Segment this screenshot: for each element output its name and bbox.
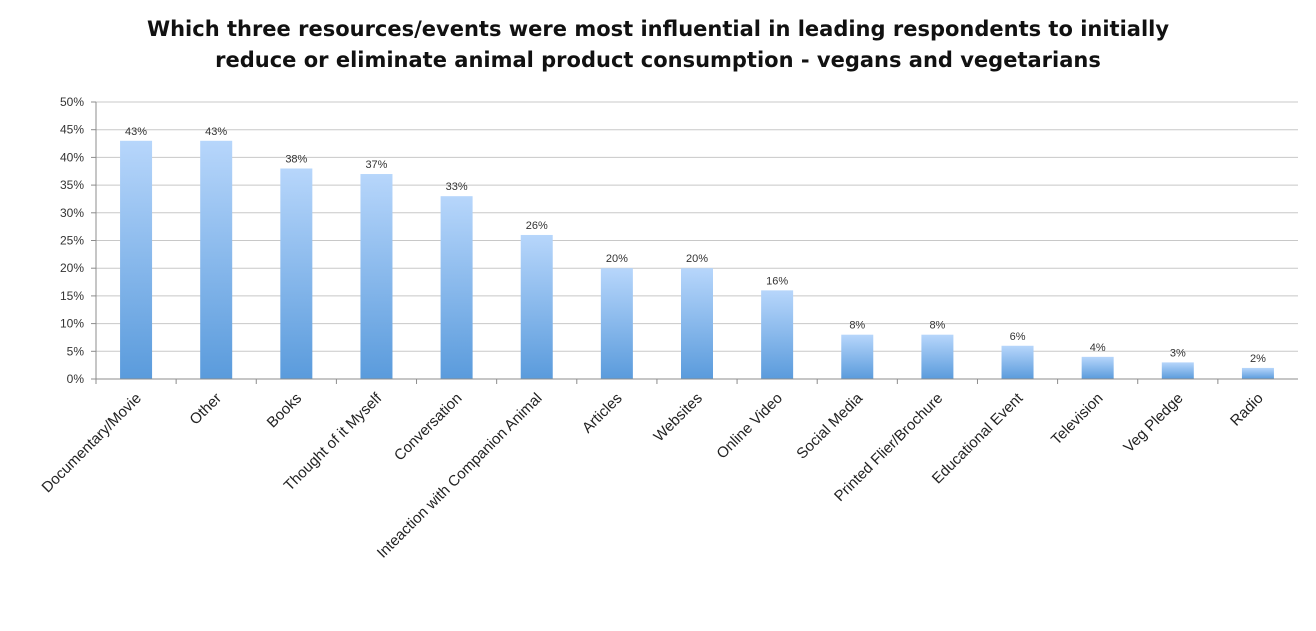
bar	[360, 174, 393, 379]
data-label: 8%	[849, 320, 865, 332]
y-tick-label: 20%	[60, 261, 84, 275]
y-tick-label: 25%	[60, 234, 84, 248]
data-label: 43%	[125, 126, 147, 138]
bar	[120, 140, 153, 379]
data-label: 43%	[205, 126, 227, 138]
category-label: Veg Pledge	[1120, 390, 1186, 456]
y-tick-label: 45%	[60, 123, 84, 137]
data-label: 38%	[285, 153, 307, 165]
category-label: Books	[264, 390, 306, 432]
y-tick-label: 35%	[60, 178, 84, 192]
y-tick-label: 10%	[60, 317, 84, 331]
category-label: Radio	[1227, 390, 1267, 430]
chart-title-line-2: reduce or eliminate animal product consu…	[215, 48, 1101, 72]
data-label: 20%	[686, 253, 708, 265]
bar	[1241, 367, 1274, 379]
y-tick-label: 5%	[67, 344, 85, 358]
bar	[1001, 345, 1034, 379]
data-label: 8%	[929, 320, 945, 332]
data-label: 20%	[606, 253, 628, 265]
bar	[200, 140, 233, 379]
data-label: 16%	[766, 275, 788, 287]
category-label: Websites	[650, 390, 705, 445]
bar	[440, 196, 473, 379]
category-label: Conversation	[391, 390, 466, 465]
bar	[600, 268, 633, 379]
data-label: 37%	[365, 159, 387, 171]
category-label: Documentary/Movie	[39, 390, 145, 496]
data-labels: 43% 43% 38% 37% 33% 26% 20% 20% 16% 8% 8% 6% 4% 3% 2%	[125, 126, 1266, 365]
bar	[761, 290, 794, 379]
data-label: 33%	[446, 181, 468, 193]
y-axis-tick-labels: 0% 5% 10% 15% 20% 25% 30% 35% 40% 45% 50%	[60, 95, 84, 386]
bar	[1161, 362, 1194, 379]
category-label: Television	[1048, 390, 1107, 449]
data-label: 4%	[1090, 342, 1106, 354]
chart-title: Which three resources/events were most i…	[0, 14, 1316, 76]
category-label: Online Video	[713, 390, 786, 463]
chart-title-line-1: Which three resources/events were most i…	[146, 17, 1170, 41]
y-tick-label: 40%	[60, 150, 84, 164]
bar	[520, 234, 553, 379]
y-tick-label: 30%	[60, 206, 84, 220]
y-tick-label: 15%	[60, 289, 84, 303]
bar	[681, 268, 713, 379]
bars	[120, 140, 1274, 379]
data-label: 26%	[526, 220, 548, 232]
bar	[1081, 356, 1114, 379]
data-label: 6%	[1010, 331, 1026, 343]
bar	[841, 334, 874, 379]
bar	[921, 334, 954, 379]
category-label: Social Media	[793, 389, 866, 462]
category-label: Articles	[579, 390, 626, 437]
category-label: Inteaction with Companion Animal	[374, 390, 546, 562]
data-label: 2%	[1250, 353, 1266, 365]
bar	[280, 168, 313, 379]
y-tick-label: 50%	[60, 95, 84, 109]
axes	[95, 102, 1298, 380]
y-tick-label: 0%	[67, 372, 85, 386]
category-label: Other	[186, 390, 225, 429]
data-label: 3%	[1170, 347, 1186, 359]
